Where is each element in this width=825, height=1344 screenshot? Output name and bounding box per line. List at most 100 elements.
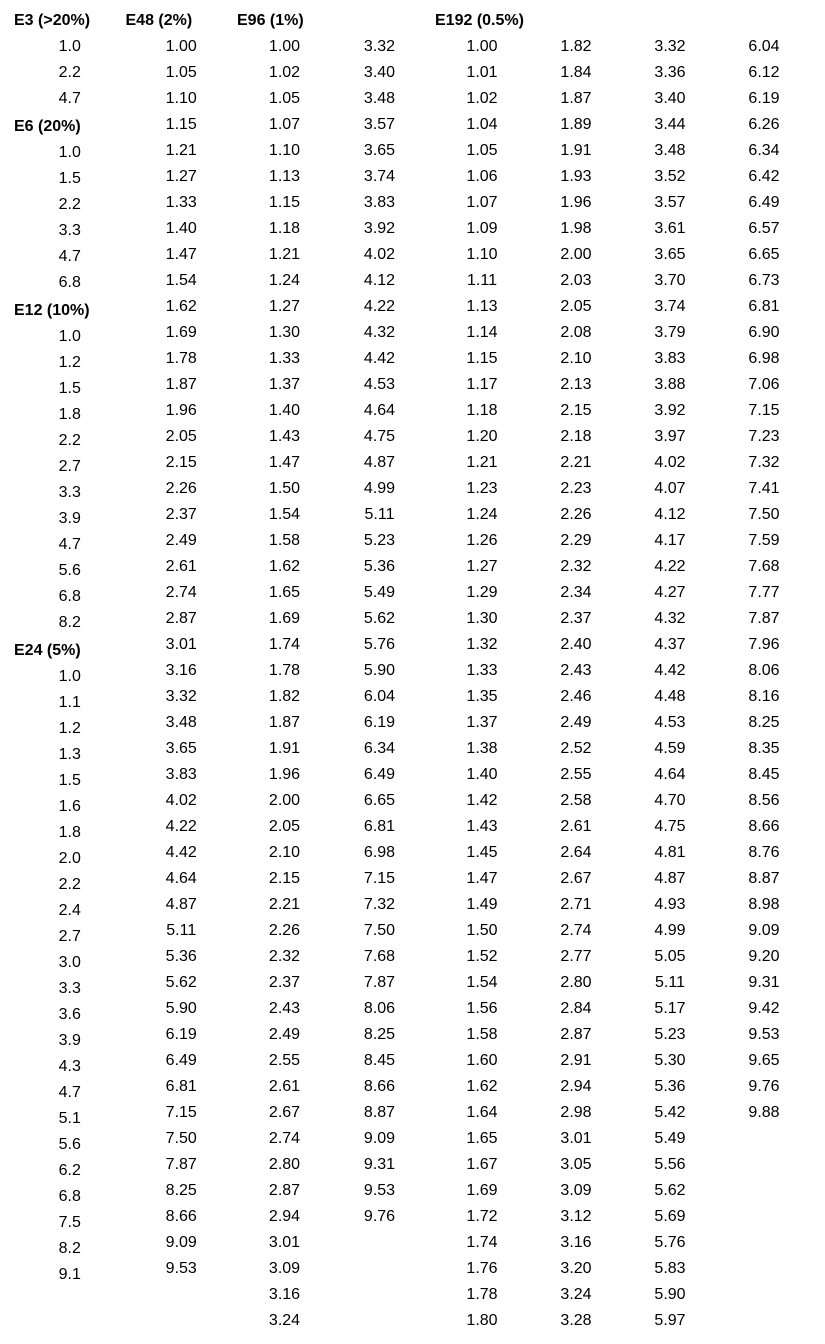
value-cell: 4.59 <box>654 736 685 762</box>
value-cell: 1.33 <box>166 190 197 216</box>
value-cell: 1.05 <box>466 138 497 164</box>
value-cell: 1.38 <box>466 736 497 762</box>
value-cell: 1.37 <box>269 372 300 398</box>
e96-header: E96 (1%) <box>237 10 427 34</box>
value-cell: 2.61 <box>560 814 591 840</box>
value-cell: 2.77 <box>560 944 591 970</box>
value-cell: 7.68 <box>364 944 395 970</box>
value-cell: 4.87 <box>166 892 197 918</box>
value-cell: 4.48 <box>654 684 685 710</box>
value-cell: 7.32 <box>748 450 779 476</box>
value-cell: 2.55 <box>560 762 591 788</box>
e192-col-2: 3.323.363.403.443.483.523.573.613.653.70… <box>623 34 717 1334</box>
value-cell: 3.28 <box>560 1308 591 1334</box>
value-cell: 6.8 <box>59 1184 81 1210</box>
e3-values: 1.02.24.7 <box>14 34 126 112</box>
e192-col-0: 1.001.011.021.041.051.061.071.091.101.11… <box>435 34 529 1334</box>
value-cell: 1.40 <box>269 398 300 424</box>
value-cell: 8.2 <box>59 1236 81 1262</box>
value-cell: 6.65 <box>748 242 779 268</box>
value-cell: 1.11 <box>467 268 497 294</box>
value-cell: 8.06 <box>364 996 395 1022</box>
value-cell: 1.29 <box>466 580 497 606</box>
value-cell: 9.76 <box>748 1074 779 1100</box>
value-cell: 1.33 <box>466 658 497 684</box>
value-cell: 3.57 <box>654 190 685 216</box>
value-cell: 2.2 <box>59 872 81 898</box>
value-cell: 2.87 <box>166 606 197 632</box>
value-cell: 2.32 <box>269 944 300 970</box>
value-cell: 1.89 <box>560 112 591 138</box>
value-cell: 1.27 <box>269 294 300 320</box>
value-cell: 5.90 <box>166 996 197 1022</box>
value-cell: 1.74 <box>466 1230 497 1256</box>
value-cell: 2.05 <box>166 424 197 450</box>
value-cell: 3.40 <box>654 86 685 112</box>
value-cell: 3.16 <box>166 658 197 684</box>
value-cell: 1.37 <box>466 710 497 736</box>
value-cell: 5.36 <box>166 944 197 970</box>
value-cell: 1.21 <box>166 138 197 164</box>
value-cell: 1.62 <box>166 294 197 320</box>
value-cell: 1.32 <box>466 632 497 658</box>
value-cell: 7.41 <box>748 476 779 502</box>
value-cell: 2.64 <box>560 840 591 866</box>
value-cell: 8.45 <box>748 762 779 788</box>
value-cell: 6.49 <box>166 1048 197 1074</box>
value-cell: 8.66 <box>748 814 779 840</box>
value-cell: 3.01 <box>166 632 197 658</box>
value-cell: 4.42 <box>654 658 685 684</box>
value-cell: 6.19 <box>364 710 395 736</box>
value-cell: 4.7 <box>59 244 81 270</box>
value-cell: 1.18 <box>466 398 497 424</box>
value-cell: 3.0 <box>59 950 81 976</box>
value-cell: 4.99 <box>364 476 395 502</box>
e24-section: E24 (5%) 1.01.11.21.31.51.61.82.02.22.42… <box>14 640 126 1288</box>
value-cell: 5.76 <box>364 632 395 658</box>
value-cell: 3.40 <box>364 60 395 86</box>
value-cell: 1.43 <box>466 814 497 840</box>
value-cell: 1.1 <box>59 690 81 716</box>
value-cell: 1.62 <box>269 554 300 580</box>
value-cell: 1.8 <box>59 402 81 428</box>
e12-values: 1.01.21.51.82.22.73.33.94.75.66.88.2 <box>14 324 126 636</box>
value-cell: 1.21 <box>466 450 497 476</box>
value-cell: 2.05 <box>269 814 300 840</box>
value-cell: 1.42 <box>466 788 497 814</box>
value-cell: 2.13 <box>560 372 591 398</box>
value-cell: 1.80 <box>466 1308 497 1334</box>
value-cell: 2.49 <box>560 710 591 736</box>
value-cell: 3.97 <box>654 424 685 450</box>
value-cell: 5.23 <box>364 528 395 554</box>
value-cell: 1.0 <box>59 324 81 350</box>
value-cell: 2.26 <box>269 918 300 944</box>
e48-header: E48 (2%) <box>126 10 238 34</box>
value-cell: 6.49 <box>364 762 395 788</box>
value-cell: 1.91 <box>269 736 300 762</box>
value-cell: 2.08 <box>560 320 591 346</box>
value-cell: 2.26 <box>560 502 591 528</box>
value-cell: 8.87 <box>748 866 779 892</box>
value-cell: 2.00 <box>269 788 300 814</box>
value-cell: 3.70 <box>654 268 685 294</box>
value-cell: 1.47 <box>466 866 497 892</box>
value-cell: 4.02 <box>654 450 685 476</box>
value-cell: 1.15 <box>269 190 300 216</box>
value-cell: 2.46 <box>560 684 591 710</box>
value-cell: 1.5 <box>59 166 81 192</box>
value-cell: 3.65 <box>654 242 685 268</box>
value-cell: 7.50 <box>364 918 395 944</box>
value-cell: 5.6 <box>59 558 81 584</box>
value-cell: 6.2 <box>59 1158 81 1184</box>
value-cell: 1.2 <box>59 350 81 376</box>
value-cell: 6.19 <box>748 86 779 112</box>
value-cell: 1.45 <box>466 840 497 866</box>
value-cell: 4.32 <box>654 606 685 632</box>
value-cell: 1.54 <box>466 970 497 996</box>
value-cell: 1.26 <box>466 528 497 554</box>
value-cell: 2.37 <box>269 970 300 996</box>
value-cell: 4.99 <box>654 918 685 944</box>
value-cell: 5.97 <box>654 1308 685 1334</box>
value-cell: 3.74 <box>364 164 395 190</box>
value-cell: 7.5 <box>59 1210 81 1236</box>
